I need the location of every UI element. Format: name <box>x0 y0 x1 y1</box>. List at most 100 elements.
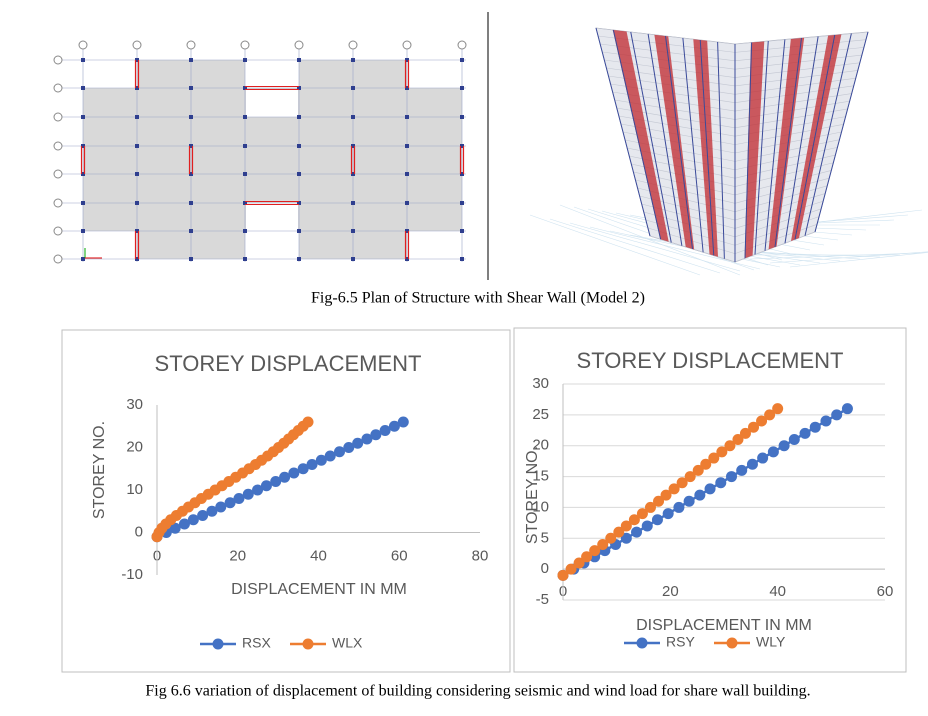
data-point <box>288 467 300 479</box>
column <box>460 58 464 62</box>
column <box>351 201 355 205</box>
y-tick-label: 20 <box>126 438 143 455</box>
data-point <box>700 458 712 470</box>
legend-marker <box>302 638 314 650</box>
data-point <box>788 434 800 446</box>
column <box>81 115 85 119</box>
column <box>351 144 355 148</box>
data-point <box>352 437 364 449</box>
data-point <box>641 520 653 532</box>
grid-bubble <box>53 112 63 122</box>
opening <box>246 203 298 231</box>
column <box>189 229 193 233</box>
y-tick-label: 10 <box>532 498 549 515</box>
data-point <box>397 416 409 428</box>
data-point <box>660 489 672 501</box>
column <box>460 257 464 261</box>
grid-bubble <box>53 169 63 179</box>
column <box>189 86 193 90</box>
data-point <box>715 477 727 489</box>
x-tick-label: 40 <box>769 583 786 600</box>
grid-bubble <box>240 40 250 50</box>
column <box>135 172 139 176</box>
column <box>405 58 409 62</box>
data-point <box>772 403 784 415</box>
column <box>405 172 409 176</box>
grid-bubble <box>457 40 467 50</box>
y-tick-label: 25 <box>532 406 549 423</box>
data-point <box>831 409 843 421</box>
data-point <box>215 501 227 513</box>
column-line <box>804 33 852 236</box>
column <box>351 86 355 90</box>
data-point <box>270 476 282 487</box>
column <box>81 144 85 148</box>
data-point <box>820 415 832 427</box>
column-line <box>682 37 704 253</box>
data-point <box>620 532 632 544</box>
column <box>351 229 355 233</box>
column <box>243 144 247 148</box>
column <box>297 257 301 261</box>
data-point <box>605 532 617 544</box>
x-tick-label: 40 <box>310 547 327 564</box>
column-line <box>764 39 786 251</box>
shear-wall-panel <box>654 34 695 250</box>
data-point <box>557 569 569 581</box>
y-tick-label: -5 <box>536 591 549 608</box>
data-point <box>676 477 688 489</box>
grid-bubble <box>53 198 63 208</box>
column <box>405 86 409 90</box>
y-tick-label: 30 <box>532 375 549 392</box>
ground-grid <box>589 226 761 270</box>
column-line <box>647 33 683 246</box>
column-line <box>665 35 693 250</box>
grid-bubble <box>53 254 63 264</box>
grid-bubble <box>294 40 304 50</box>
data-point <box>651 514 663 526</box>
column-line <box>630 31 672 243</box>
data-point <box>297 463 309 475</box>
y-tick-label: 30 <box>126 396 143 413</box>
data-point <box>694 489 706 501</box>
grid-bubble <box>402 40 412 50</box>
chart-frame <box>513 327 907 673</box>
data-point <box>683 495 695 507</box>
column <box>189 115 193 119</box>
chart-title: STOREY DISPLACEMENT <box>577 348 844 373</box>
column <box>243 115 247 119</box>
y-axis-label: STOREY NO. <box>91 421 108 519</box>
column <box>81 172 85 176</box>
x-axis-label: DISPLACEMENT IN MM <box>231 581 407 598</box>
column <box>81 86 85 90</box>
legend-label: RSY <box>666 634 695 650</box>
y-axis-label: STOREY NO. <box>524 446 541 544</box>
data-point <box>748 421 760 433</box>
data-point <box>653 495 665 507</box>
grid-bubble <box>78 40 88 50</box>
data-point <box>704 483 716 495</box>
legend-label: WLX <box>332 635 363 651</box>
x-axis-label: DISPLACEMENT IN MM <box>636 617 812 634</box>
data-point <box>370 429 382 441</box>
column <box>243 58 247 62</box>
grid-bubble <box>53 141 63 151</box>
data-point <box>565 563 577 575</box>
data-point <box>279 471 291 483</box>
legend-label: WLY <box>756 634 786 650</box>
grid-bubble <box>53 83 63 93</box>
column <box>351 58 355 62</box>
column <box>405 144 409 148</box>
x-tick-label: 80 <box>472 547 489 564</box>
column-line <box>612 29 662 240</box>
column <box>460 172 464 176</box>
column <box>135 144 139 148</box>
grid-bubble <box>53 55 63 65</box>
opening <box>246 89 298 117</box>
column <box>135 58 139 62</box>
data-point <box>799 427 811 439</box>
data-point <box>361 433 373 445</box>
column <box>460 86 464 90</box>
data-point <box>169 522 181 534</box>
